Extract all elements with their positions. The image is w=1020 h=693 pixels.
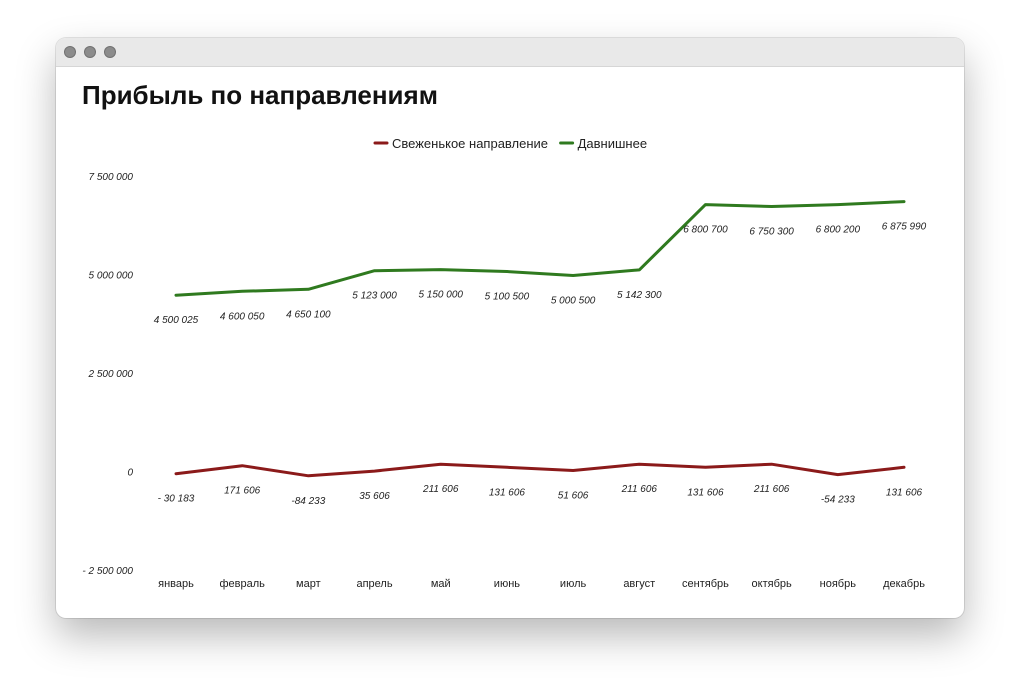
- window-dot[interactable]: [64, 46, 76, 58]
- data-label: 5 100 500: [485, 292, 530, 303]
- data-label: 171 606: [224, 486, 261, 497]
- data-label: 6 800 200: [816, 225, 861, 236]
- y-tick-label: 0: [127, 468, 133, 479]
- data-label: 211 606: [753, 484, 790, 495]
- x-tick-label: декабрь: [883, 578, 925, 590]
- y-tick-label: - 2 500 000: [82, 566, 133, 577]
- legend-label: Давнишнее: [578, 136, 647, 151]
- window-dot[interactable]: [104, 46, 116, 58]
- window-dot[interactable]: [84, 46, 96, 58]
- data-label: 131 606: [687, 487, 724, 498]
- x-tick-label: январь: [158, 578, 194, 590]
- x-tick-label: сентябрь: [682, 578, 729, 590]
- chart-legend: Свеженькое направление Давнишнее: [373, 136, 647, 151]
- data-label: 5 142 300: [617, 290, 662, 301]
- data-label: 4 600 050: [220, 311, 265, 322]
- data-label: 131 606: [489, 487, 526, 498]
- chart-title: Прибыль по направлениям: [82, 80, 438, 110]
- data-label: -54 233: [821, 495, 855, 506]
- x-tick-label: февраль: [219, 578, 265, 590]
- data-label: 5 000 500: [551, 295, 596, 306]
- chart-window: Прибыль по направлениям Свеженькое напра…: [56, 38, 964, 618]
- y-tick-label: 7 500 000: [89, 172, 134, 183]
- y-tick-label: 2 500 000: [88, 369, 134, 380]
- line-chart: Свеженькое направление Давнишнее 7 500 00…: [82, 136, 927, 590]
- x-tick-label: ноябрь: [820, 578, 857, 590]
- data-label: 131 606: [886, 487, 923, 498]
- data-label: 6 750 300: [749, 227, 794, 238]
- data-label: 6 875 990: [882, 222, 927, 233]
- x-tick-label: март: [296, 578, 321, 590]
- window-titlebar: [56, 38, 964, 67]
- legend-label: Свеженькое направление: [392, 136, 548, 151]
- x-tick-label: июнь: [494, 578, 520, 590]
- data-label: 211 606: [422, 484, 459, 495]
- data-labels: - 30 183 171 606 -84 233 35 606 211 606 131 6…: [154, 222, 927, 507]
- y-axis: 7 500 000 5 000 000 2 500 000 0 - 2 500 000: [82, 172, 133, 577]
- x-tick-label: июль: [560, 578, 587, 590]
- data-label: 4 500 025: [154, 315, 199, 326]
- data-label: 5 150 000: [418, 290, 463, 301]
- data-label: 211 606: [621, 484, 658, 495]
- x-tick-label: апрель: [356, 578, 392, 590]
- data-label: 35 606: [359, 491, 390, 502]
- data-label: 4 650 100: [286, 309, 331, 320]
- x-tick-label: октябрь: [752, 578, 792, 590]
- data-label: 51 606: [558, 490, 589, 501]
- data-label: -84 233: [291, 496, 325, 507]
- data-label: - 30 183: [158, 494, 195, 505]
- y-tick-label: 5 000 000: [89, 271, 134, 282]
- x-tick-label: май: [431, 578, 451, 590]
- data-label: 6 800 700: [683, 225, 728, 236]
- series-lines: [174, 200, 906, 478]
- x-axis: январь февраль март апрель май июнь июль август…: [158, 578, 925, 590]
- data-label: 5 123 000: [352, 291, 397, 302]
- series-line: [174, 462, 906, 478]
- series-line: [174, 200, 906, 297]
- x-tick-label: август: [623, 578, 655, 590]
